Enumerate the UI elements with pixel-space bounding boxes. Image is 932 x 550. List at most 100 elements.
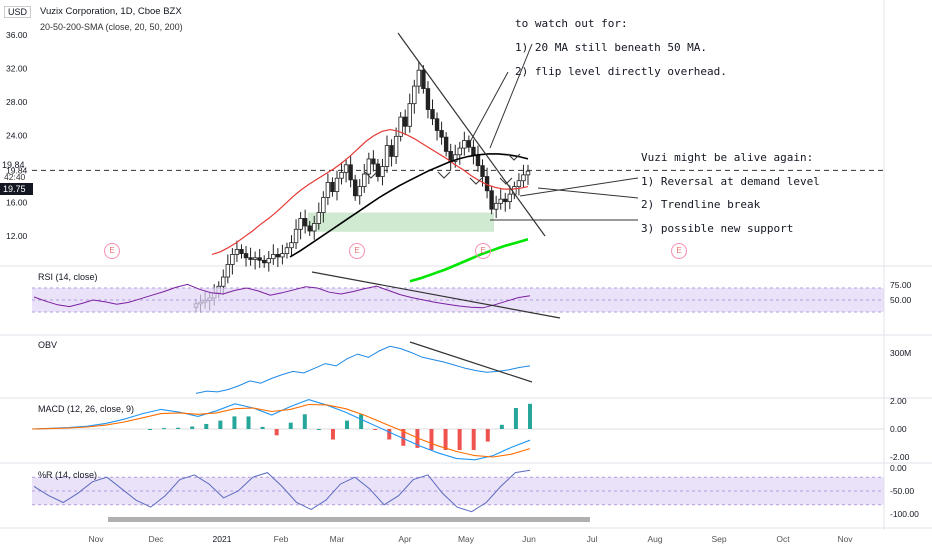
flip-price-tag: 19.84: [2, 160, 25, 170]
candle-body: [325, 181, 331, 198]
candle-body: [316, 212, 321, 224]
candle-body: [416, 69, 422, 87]
macd-histogram-bar: [162, 428, 167, 430]
macd-label: MACD (12, 26, close, 9): [38, 404, 135, 414]
candle-body: [234, 248, 240, 255]
candle-body: [366, 158, 372, 175]
rsi-tick-label: 75.00: [890, 280, 912, 290]
price-tick-label: 19.84: [6, 165, 28, 175]
candle-body: [262, 259, 267, 264]
candle-body: [489, 190, 494, 210]
macd-histogram-bar: [485, 429, 490, 442]
macd-histogram-bar: [288, 422, 293, 429]
time-tick-label: May: [458, 534, 475, 544]
time-tick-label: Mar: [330, 534, 345, 544]
candle-body: [480, 165, 485, 177]
candle-body: [284, 247, 290, 254]
candle-body: [289, 242, 294, 249]
earnings-marker[interactable]: E: [349, 243, 365, 259]
macd-histogram-bar: [316, 429, 321, 430]
wr-range-bar: [108, 517, 590, 522]
header-symbol: Vuzix Corporation, 1D, Cboe BZX: [40, 6, 182, 17]
macd-histogram-bar: [302, 414, 307, 429]
macd-histogram-bar: [513, 408, 518, 429]
time-tick-label: Apr: [398, 534, 411, 544]
annotation-arrow: [489, 43, 533, 149]
wr-tick-label: -100.00: [890, 509, 919, 519]
time-tick-label: Dec: [148, 534, 164, 544]
macd-histogram-bar: [148, 429, 152, 430]
macd-histogram-bar: [330, 429, 335, 440]
annotation-arrow: [469, 71, 509, 143]
macd-histogram-bar: [429, 429, 434, 450]
candle-body: [243, 253, 249, 259]
candle-body: [453, 154, 458, 162]
candle-body: [334, 177, 340, 193]
time-tick-label: Nov: [88, 534, 104, 544]
last-price-tag: 19.75: [0, 183, 33, 195]
price-tick-label: 16.00: [6, 198, 28, 208]
candle-body: [225, 264, 231, 278]
macd-histogram-bar: [359, 414, 364, 429]
candle-body: [521, 174, 526, 182]
wr-label: %R (14, close): [38, 470, 98, 480]
macd-tick-label: 2.00: [890, 396, 907, 406]
candle-body: [257, 257, 262, 261]
candle-body: [516, 180, 522, 187]
candle-body: [430, 109, 435, 120]
earnings-marker[interactable]: E: [671, 243, 687, 259]
candle-body: [302, 218, 308, 227]
watch-item-1: 1) 20 MA still beneath 50 MA.: [515, 41, 708, 54]
wr-tick-label: -50.00: [890, 486, 914, 496]
obv-label: OBV: [38, 340, 58, 350]
macd-histogram-bar: [345, 420, 350, 429]
annotation-arrow: [519, 177, 639, 197]
alive-title: Vuzi might be alive again:: [641, 151, 814, 164]
macd-histogram-bar: [218, 420, 223, 429]
obv-trendline: [409, 341, 533, 383]
obv-tick-label: 300M: [890, 348, 911, 358]
watch-note: to watch out for: 1) 20 MA still beneath…: [515, 12, 727, 84]
earnings-marker[interactable]: E: [104, 243, 120, 259]
macd-histogram-bar: [176, 427, 181, 429]
earnings-marker[interactable]: E: [475, 243, 491, 259]
macd-histogram-bar: [246, 416, 251, 429]
currency-badge[interactable]: USD: [4, 6, 32, 18]
macd-histogram-bar: [373, 429, 378, 430]
candle-body: [498, 198, 503, 204]
alive-item-1: 1) Reversal at demand level: [641, 174, 820, 188]
ma200-line: [409, 238, 529, 283]
alive-item-3: 3) possible new support: [641, 221, 794, 235]
candle-body: [352, 179, 358, 197]
macd-histogram-bar: [387, 429, 392, 440]
candle-body: [443, 136, 449, 152]
macd-histogram-bar: [457, 429, 462, 450]
time-tick-label: Aug: [647, 534, 662, 544]
rsi-trendline: [311, 271, 561, 319]
candle-body: [398, 116, 403, 137]
candle-body: [371, 158, 376, 165]
candle-body: [343, 164, 349, 173]
candle-body: [507, 193, 513, 203]
candle-body: [330, 181, 335, 193]
candle-body: [362, 173, 367, 187]
candle-body: [307, 225, 312, 232]
candle-body: [462, 140, 467, 149]
candle-body: [525, 170, 531, 176]
price-tick-label: 32.00: [6, 64, 28, 74]
candle-body: [412, 85, 417, 105]
candle-body: [425, 88, 431, 110]
annotation-arrow: [537, 187, 639, 199]
macd-histogram-bar: [401, 429, 406, 446]
ma50-line: [289, 153, 529, 258]
macd-histogram-bar: [528, 403, 532, 429]
candle-body: [248, 257, 253, 260]
alive-item-2: 2) Trendline break: [641, 198, 761, 211]
candle-body: [407, 103, 412, 127]
macd-tick-label: 0.00: [890, 424, 907, 434]
candle-body: [230, 254, 235, 265]
trendline-resistance: [397, 32, 546, 237]
candle-body: [471, 146, 476, 157]
signal-line: [31, 403, 531, 458]
